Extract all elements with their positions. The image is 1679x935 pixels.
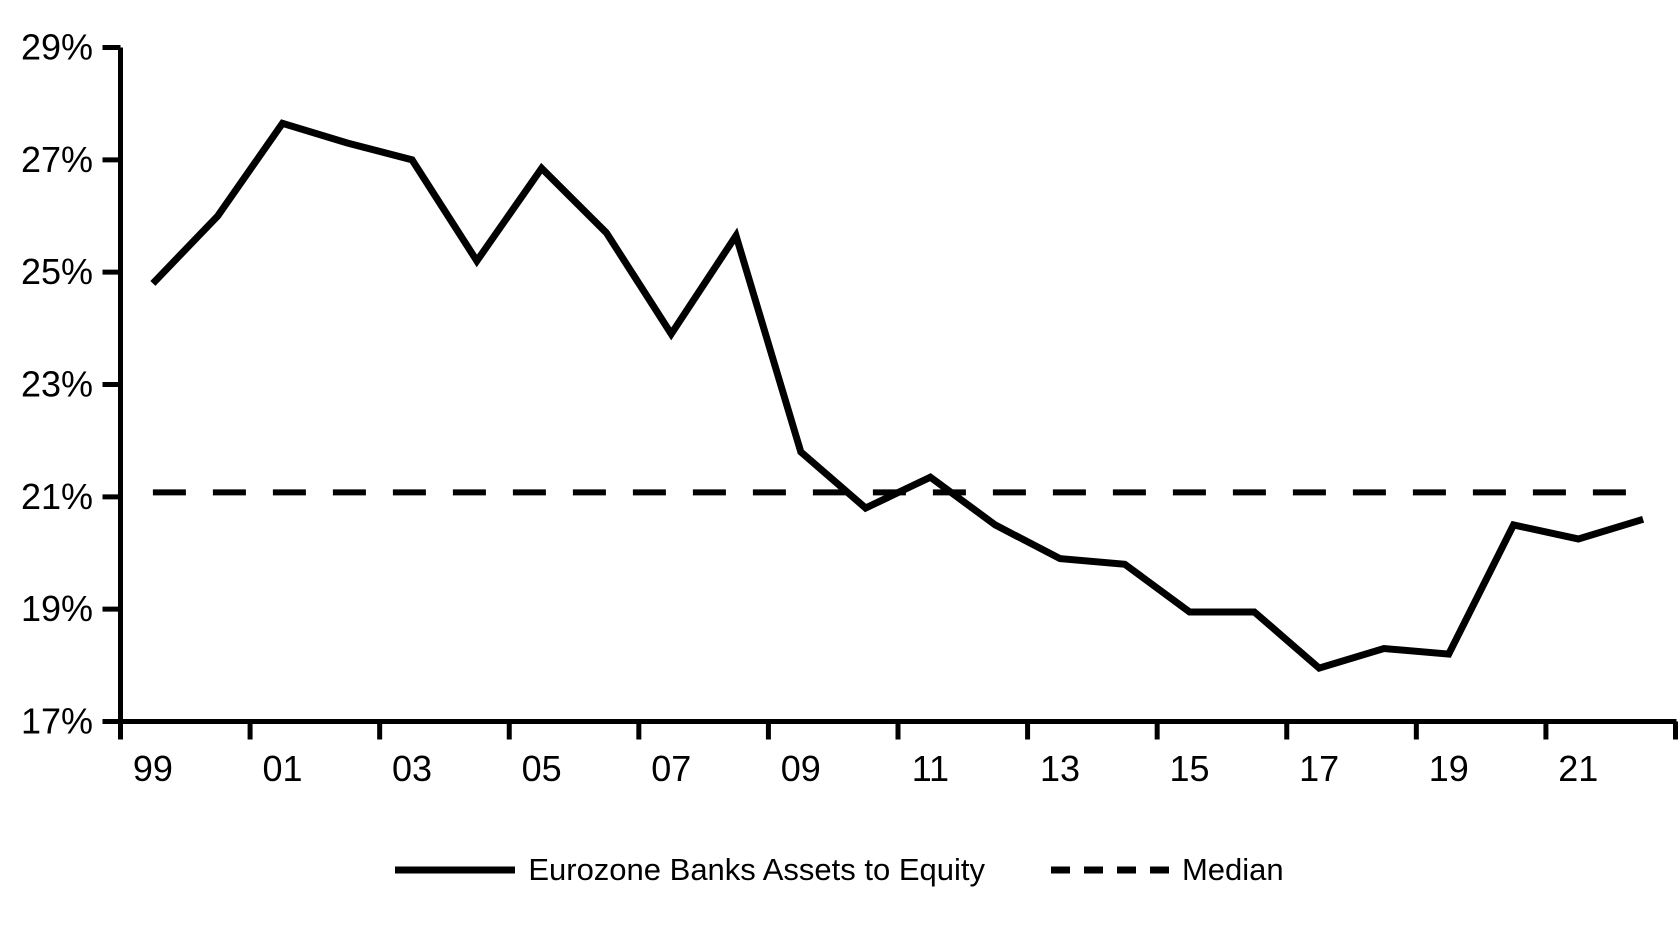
y-tick-label: 17% (21, 701, 93, 742)
series-line (150, 119, 1645, 673)
legend-item-series: Eurozone Banks Assets to Equity (395, 852, 985, 888)
y-tick-label: 21% (21, 476, 93, 517)
y-tick-label: 27% (21, 139, 93, 180)
x-tick-label: 19 (1429, 748, 1469, 789)
y-tick-label: 19% (21, 588, 93, 629)
x-tick-label: 99 (133, 748, 173, 789)
x-tick-label: 07 (651, 748, 691, 789)
legend-label-series: Eurozone Banks Assets to Equity (528, 852, 985, 887)
x-tick-label: 21 (1558, 748, 1598, 789)
y-tick-label: 25% (21, 251, 93, 292)
x-tick-label: 09 (781, 748, 821, 789)
legend-item-median: Median (1050, 852, 1284, 888)
x-tick-label: 15 (1170, 748, 1210, 789)
y-tick-label: 23% (21, 364, 93, 405)
legend-label-median: Median (1181, 852, 1284, 887)
x-tick-label: 05 (522, 748, 562, 789)
dashed-line-swatch-icon (1050, 866, 1169, 874)
x-tick-label: 17 (1299, 748, 1339, 789)
chart-legend: Eurozone Banks Assets to Equity Median (0, 848, 1679, 892)
x-tick-label: 01 (262, 748, 302, 789)
x-tick-label: 13 (1040, 748, 1080, 789)
x-tick-label: 03 (392, 748, 432, 789)
solid-line-swatch-icon (395, 866, 516, 874)
y-tick-label: 29% (21, 27, 93, 68)
x-tick-label: 11 (912, 748, 949, 789)
